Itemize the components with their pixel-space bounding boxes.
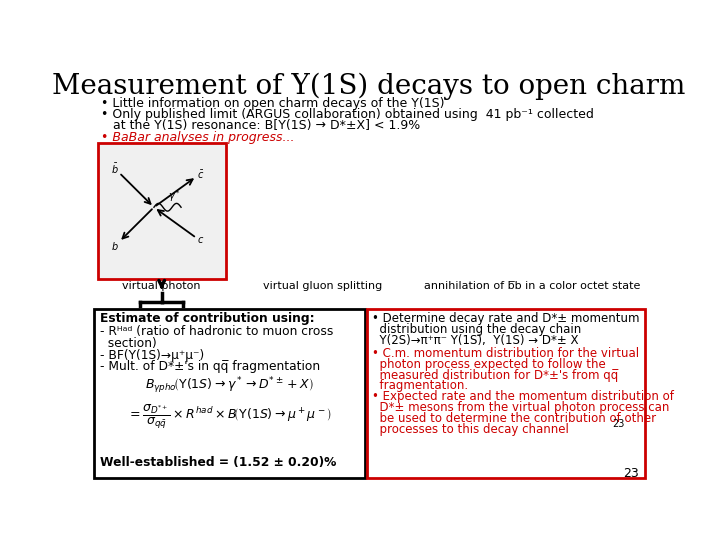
- Text: • Determine decay rate and D*± momentum: • Determine decay rate and D*± momentum: [372, 313, 639, 326]
- Text: Measurement of Υ(1S) decays to open charm: Measurement of Υ(1S) decays to open char…: [53, 73, 685, 100]
- Text: • Expected rate and the momentum distribution of: • Expected rate and the momentum distrib…: [372, 390, 674, 403]
- Text: measured distribution for D*±'s from qq̅: measured distribution for D*±'s from qq̅: [372, 369, 618, 382]
- Text: photon process expected to follow the: photon process expected to follow the: [372, 358, 606, 371]
- Text: 23: 23: [612, 418, 625, 429]
- Text: $c$: $c$: [197, 234, 204, 245]
- Text: Well-established = (1.52 ± 0.20)%: Well-established = (1.52 ± 0.20)%: [100, 456, 336, 469]
- Text: virtual gluon splitting: virtual gluon splitting: [263, 281, 382, 291]
- Text: - BF(Υ(1S)→μ⁺μ⁻): - BF(Υ(1S)→μ⁺μ⁻): [100, 349, 204, 362]
- Text: - Mult. of D*±'s in qq̅ fragmentation: - Mult. of D*±'s in qq̅ fragmentation: [100, 360, 320, 373]
- Text: $\bar{b}$: $\bar{b}$: [112, 162, 119, 176]
- Text: Υ(2S)→π⁺π⁻ Υ(1S),  Υ(1S) → D*± X: Υ(2S)→π⁺π⁻ Υ(1S), Υ(1S) → D*± X: [372, 334, 579, 347]
- Text: • BaBar analyses in progress...: • BaBar analyses in progress...: [101, 131, 294, 144]
- Text: $B_{\gamma pho}\!\left(\Upsilon(1S)\rightarrow \gamma^*\rightarrow D^{*\pm}+X\ri: $B_{\gamma pho}\!\left(\Upsilon(1S)\righ…: [145, 376, 314, 396]
- Text: $=\dfrac{\sigma_{D^{*+}}}{\sigma_{q\bar{q}}}\times R^{had}\times B\!\left(\Upsil: $=\dfrac{\sigma_{D^{*+}}}{\sigma_{q\bar{…: [127, 403, 332, 431]
- Text: be used to determine the contribution of other: be used to determine the contribution of…: [372, 411, 656, 425]
- Text: processes to this decay channel: processes to this decay channel: [372, 422, 569, 435]
- Bar: [98, 143, 225, 279]
- Text: $b$: $b$: [112, 240, 119, 252]
- Text: virtual photon: virtual photon: [122, 281, 201, 291]
- Text: 23: 23: [624, 467, 639, 480]
- Text: fragmentation.: fragmentation.: [372, 380, 468, 393]
- Text: • Only published limit (ARGUS collaboration) obtained using  41 pb⁻¹ collected: • Only published limit (ARGUS collaborat…: [101, 109, 594, 122]
- Text: - Rᵸᵃᵈ (ratio of hadronic to muon cross: - Rᵸᵃᵈ (ratio of hadronic to muon cross: [100, 326, 333, 339]
- Text: $\bar{c}$: $\bar{c}$: [197, 169, 204, 181]
- Text: section): section): [100, 337, 157, 350]
- Text: Estimate of contribution using:: Estimate of contribution using:: [100, 313, 315, 326]
- Text: annihilation of b̅b in a color octet state: annihilation of b̅b in a color octet sta…: [423, 281, 640, 291]
- Text: • Little information on open charm decays of the Υ(1S): • Little information on open charm decay…: [101, 97, 444, 110]
- Text: at the Υ(1S) resonance: B[Υ(1S) → D*±X] < 1.9%: at the Υ(1S) resonance: B[Υ(1S) → D*±X] …: [101, 119, 420, 132]
- Text: $\gamma^*$: $\gamma^*$: [168, 188, 181, 204]
- Bar: [367, 309, 645, 478]
- Text: D*± mesons from the virtual photon process can: D*± mesons from the virtual photon proce…: [372, 401, 670, 414]
- Bar: [94, 309, 365, 478]
- Text: distribution using the decay chain: distribution using the decay chain: [372, 323, 581, 336]
- Text: • C.m. momentum distribution for the virtual: • C.m. momentum distribution for the vir…: [372, 347, 639, 360]
